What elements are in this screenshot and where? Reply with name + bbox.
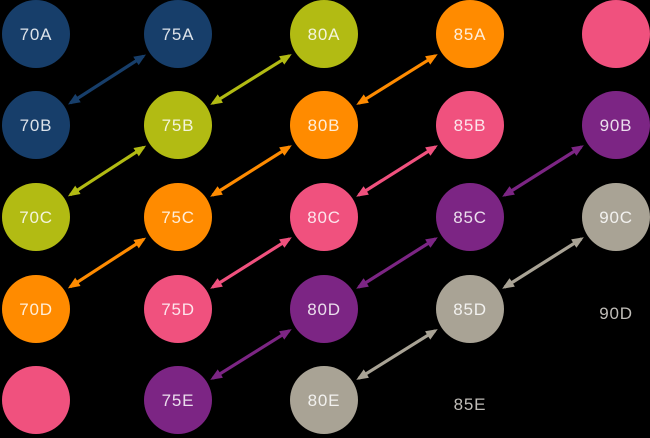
size-circle-85B [436,91,504,159]
size-circle-70B [2,91,70,159]
size-label-80A: 80A [308,25,341,44]
size-circle-85A [436,0,504,68]
size-circle-90B [582,91,650,159]
size-circle-75B [144,91,212,159]
size-label-90B: 90B [600,116,633,135]
size-label-75E: 75E [162,391,195,410]
size-label-70A: 70A [20,25,53,44]
sister-arrow-75C-80B [210,145,292,197]
size-label-75A: 75A [162,25,195,44]
size-circle-75C [144,183,212,251]
size-circle-75A [144,0,212,68]
size-label-75C: 75C [161,208,195,227]
size-label-90C: 90C [599,208,633,227]
sister-arrow-70D-75C [67,237,147,289]
sister-arrow-80D-85C [356,237,438,289]
size-circle-85C [436,183,504,251]
size-label-85B: 85B [454,116,487,135]
size-circle-80B [290,91,358,159]
size-label-80B: 80B [308,116,341,135]
sister-arrow-70B-75A [67,54,147,105]
size-circle-80A [290,0,358,68]
size-circle-r4c0 [2,366,70,434]
sister-arrow-85C-90B [502,145,584,197]
size-label-70D: 70D [19,300,53,319]
size-label-80E: 80E [308,391,341,410]
size-circle-75E [144,366,212,434]
size-label-70B: 70B [20,116,53,135]
size-circle-70C [2,183,70,251]
size-label-75D: 75D [161,300,195,319]
sister-arrow-80B-85A [356,54,438,105]
size-label-85D: 85D [453,300,487,319]
size-circle-80C [290,183,358,251]
size-label-85E: 85E [454,395,487,414]
size-circle-70A [2,0,70,68]
size-label-90D: 90D [599,304,633,323]
sister-arrow-80C-85B [356,145,438,197]
size-circle-80E [290,366,358,434]
sister-arrow-70C-75B [67,145,147,197]
size-label-70C: 70C [19,208,53,227]
sister-arrow-80E-85D [356,329,438,380]
size-label-75B: 75B [162,116,195,135]
size-circle-80D [290,275,358,343]
size-circle-85D [436,275,504,343]
sister-arrow-75B-80A [210,54,292,105]
size-label-85C: 85C [453,208,487,227]
sister-arrow-75D-80C [210,237,292,289]
size-label-80D: 80D [307,300,341,319]
size-circle-90C [582,183,650,251]
size-label-85A: 85A [454,25,487,44]
sister-arrow-75E-80D [210,329,292,380]
size-label-80C: 80C [307,208,341,227]
sister-arrow-85D-90C [502,237,584,289]
size-circle-r0c4 [582,0,650,68]
size-circle-70D [2,275,70,343]
size-circle-75D [144,275,212,343]
